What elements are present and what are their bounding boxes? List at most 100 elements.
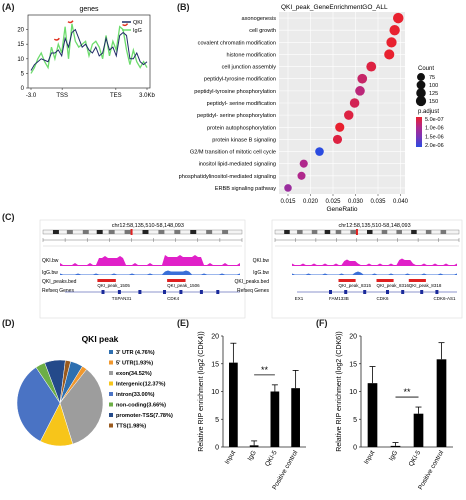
data-point (344, 110, 354, 120)
ideogram-band (190, 230, 197, 234)
legend-swatch (109, 392, 113, 396)
y-tick-label: 5 (353, 417, 357, 424)
legend-swatch (109, 423, 113, 428)
legend-swatch (109, 402, 113, 407)
count-legend-label: 150 (429, 99, 438, 105)
category-label: phosphatidylinositol-mediated signaling (179, 174, 276, 180)
peak-bar (97, 279, 116, 282)
ideogram-band (52, 230, 59, 234)
legend-swatch (109, 413, 113, 417)
peak-bar (338, 279, 356, 282)
pie-title: QKI peak (82, 334, 119, 344)
y-tick-label: 15 (349, 361, 357, 368)
x-tick-label: 0.020 (303, 199, 319, 205)
x-tick-label: TES (110, 93, 122, 99)
gene-label: CDK6 (377, 296, 390, 301)
x-tick-label: IgG (388, 450, 399, 463)
track-label: QKI_peaks.bed (42, 279, 77, 285)
category-label: covalent chromatin modification (198, 40, 276, 46)
x-tick-label: 0.030 (348, 199, 364, 205)
legend-swatch (109, 381, 113, 386)
gene-exon (216, 290, 220, 294)
peak-mark (67, 20, 74, 24)
data-point (357, 73, 368, 84)
peak-label: QKI_peak_8318 (409, 283, 442, 288)
x-tick-label: 3.0Kb (139, 93, 155, 99)
ideogram-band (284, 230, 290, 234)
coverage-igg-right (292, 271, 457, 275)
gene-exon (344, 290, 348, 294)
ideogram-band (350, 230, 356, 234)
category-label: protein kinase B signaling (212, 137, 276, 143)
ideogram-band (124, 230, 131, 234)
bar (249, 445, 259, 447)
ideogram-band (381, 230, 388, 234)
y-tick-label: 10 (17, 57, 24, 63)
x-tick-label: -3.0 (26, 93, 37, 99)
panel-f-label: (F) (316, 318, 328, 328)
p-colorbar (416, 117, 422, 147)
x-tick-label: Input (363, 449, 376, 465)
category-label: peptidyl-tyrosine phosphorylation (194, 89, 276, 95)
legend-label-igg: IgG (133, 28, 142, 34)
pie-slice (59, 368, 104, 445)
ideogram-band (142, 230, 149, 234)
profile-title: genes (79, 6, 99, 13)
x-tick-label: 0.015 (280, 199, 296, 205)
ideogram-band (425, 230, 432, 234)
x-tick-label: 0.040 (393, 199, 409, 205)
bar (367, 383, 378, 447)
p-legend-label: 1.5e-06 (425, 134, 444, 140)
p-legend-label: 5.0e-07 (425, 117, 444, 123)
legend-label: Intergenic(12.37%) (116, 382, 166, 388)
data-point (389, 25, 400, 36)
y-tick-label: 15 (211, 361, 219, 368)
x-tick-label: 0.035 (370, 199, 386, 205)
y-axis-label: Relative RIP enrichment (log2 (CDK4)) (198, 331, 205, 451)
p-legend-label: 1.0e-06 (425, 126, 444, 132)
bar (270, 391, 280, 447)
legend-label: intron(33.00%) (116, 392, 155, 398)
y-tick-label: 10 (211, 389, 219, 396)
ideogram-band (96, 230, 103, 234)
y-tick-label: 5 (21, 71, 25, 77)
gene-exon (199, 290, 203, 294)
ideogram-locus-mark (355, 229, 358, 235)
gene-label: CDK6-AS1 (434, 296, 457, 301)
profile-frame (27, 14, 151, 89)
data-point (332, 134, 343, 144)
x-tick-label: 0.025 (325, 199, 341, 205)
peak-bar (376, 279, 394, 282)
data-point (355, 86, 365, 96)
gene-label: FAM133B (329, 296, 349, 301)
gene-label: CDK4 (167, 296, 180, 301)
ideogram-band (158, 230, 165, 234)
browser-left-region: chr12:58,135,510-58,148,093 (112, 223, 184, 229)
gene-label: TSPAN31 (112, 296, 132, 301)
gene-exon (329, 290, 332, 294)
count-legend-label: 125 (429, 91, 438, 97)
data-point (386, 37, 397, 48)
coverage-qki-left (60, 255, 240, 266)
peak-bar (408, 279, 426, 282)
peak-bar (167, 279, 186, 282)
ideogram-band (174, 230, 181, 234)
gene-exon (363, 290, 367, 294)
legend-label: non-coding(3.66%) (116, 403, 166, 409)
ideogram-band (222, 230, 229, 234)
browser-right-region: chr12:58,135,510-58,148,093 (339, 223, 411, 229)
ideogram-band (396, 230, 402, 234)
gene-exon (401, 290, 405, 294)
panel-a-label: (A) (2, 2, 15, 12)
category-label: axonogenesis (241, 16, 276, 22)
legend-label: promoter-TSS(7.78%) (116, 413, 173, 419)
category-label: protein autophosphorylation (207, 125, 276, 131)
panel-d-label: (D) (2, 318, 15, 328)
category-label: ERBB signaling pathway (215, 186, 276, 192)
gene-exon (101, 290, 105, 294)
count-legend-dot (415, 95, 427, 107)
data-point (284, 184, 292, 192)
bar (229, 362, 238, 447)
legend-label: exon(34.52%) (116, 371, 152, 377)
